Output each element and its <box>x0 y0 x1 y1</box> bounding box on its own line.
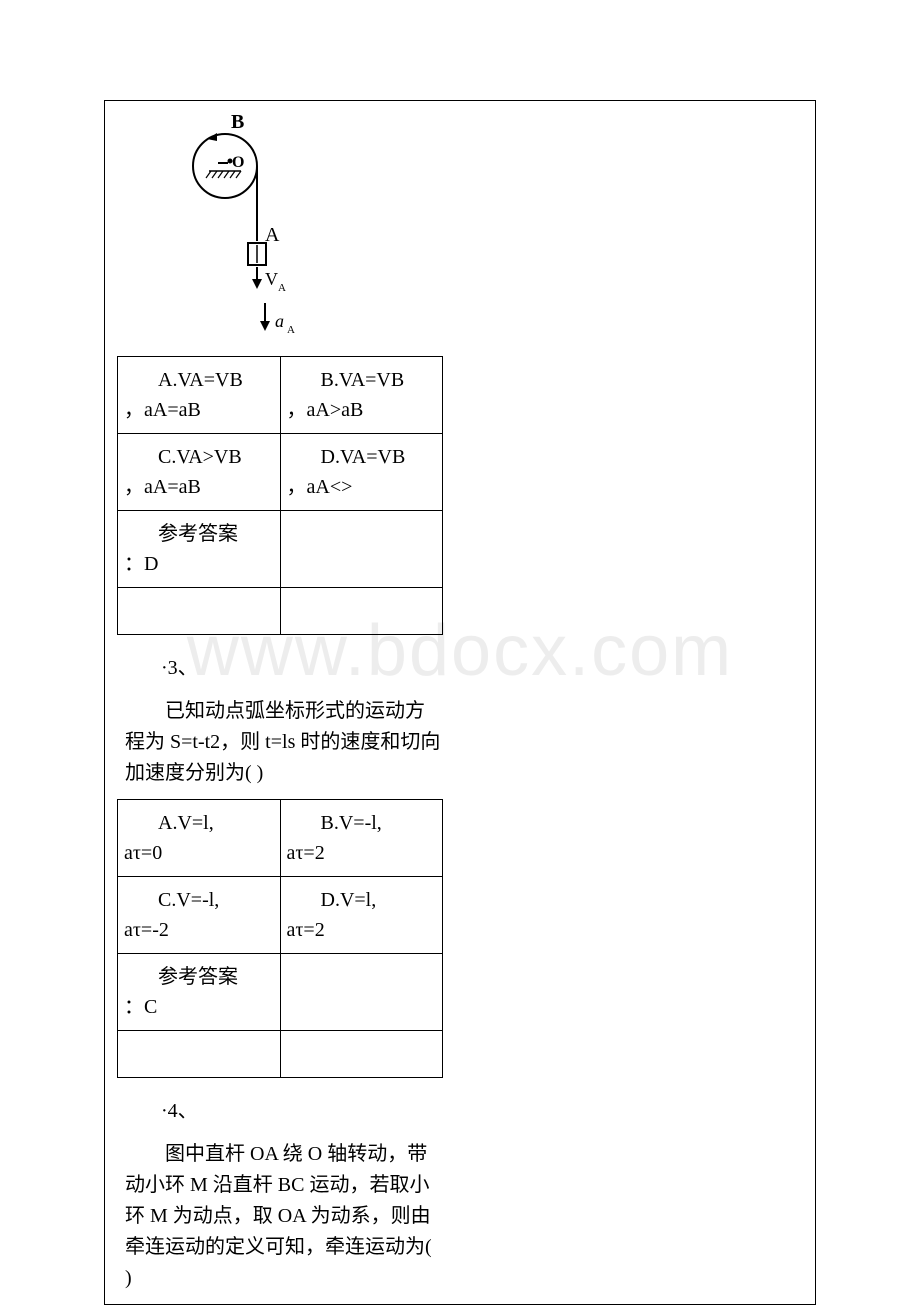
empty-cell <box>118 588 281 635</box>
opt-D: D.V=l, aτ=2 <box>280 877 443 954</box>
left-column: B O A <box>105 101 461 1304</box>
opt-text: A.VA=VB <box>124 365 274 395</box>
opt-text: B.VA=VB <box>287 365 437 395</box>
q3-text: 已知动点弧坐标形式的运动方程为 S=t-t2，则 t=ls 时的速度和切向加速度… <box>105 688 461 799</box>
answer-value: ：C <box>124 992 274 1022</box>
opt-B: B.V=-l, aτ=2 <box>280 800 443 877</box>
svg-text:V: V <box>265 269 278 289</box>
opt-D: D.VA=VB ，aA<> <box>280 434 443 511</box>
opt-text: aτ=0 <box>124 838 274 868</box>
svg-text:A: A <box>278 282 286 294</box>
empty-cell <box>118 1031 281 1078</box>
opt-A: A.VA=VB ，aA=aB <box>118 357 281 434</box>
q3-number: ·3、 <box>105 643 461 688</box>
answer-cell: 参考答案 ：C <box>118 954 281 1031</box>
q2-figure: B O A <box>105 101 461 356</box>
opt-text: ，aA<> <box>287 472 437 502</box>
q2-options-table: A.VA=VB ，aA=aB B.VA=VB ，aA>aB C.VA>VB ，a… <box>117 356 443 635</box>
table-row: A.VA=VB ，aA=aB B.VA=VB ，aA>aB <box>118 357 443 434</box>
table-row: 参考答案 ：C <box>118 954 443 1031</box>
opt-text: ，aA=aB <box>124 472 274 502</box>
opt-C: C.VA>VB ，aA=aB <box>118 434 281 511</box>
table-row <box>118 588 443 635</box>
table-row: 参考答案 ：D <box>118 511 443 588</box>
opt-text: ，aA=aB <box>124 395 274 425</box>
table-row <box>118 1031 443 1078</box>
svg-text:A: A <box>287 324 295 336</box>
q4-number: ·4、 <box>105 1086 461 1131</box>
opt-text: A.V=l, <box>124 808 274 838</box>
empty-cell <box>280 1031 443 1078</box>
answer-cell: 参考答案 ：D <box>118 511 281 588</box>
svg-text:O: O <box>232 154 244 171</box>
opt-text: B.V=-l, <box>287 808 437 838</box>
answer-value: ：D <box>124 549 274 579</box>
empty-cell <box>280 954 443 1031</box>
opt-C: C.V=-l, aτ=-2 <box>118 877 281 954</box>
answer-label: 参考答案 <box>124 519 274 549</box>
opt-text: aτ=2 <box>287 838 437 868</box>
opt-text: ，aA>aB <box>287 395 437 425</box>
svg-text:A: A <box>265 224 280 246</box>
table-row: C.V=-l, aτ=-2 D.V=l, aτ=2 <box>118 877 443 954</box>
table-row: C.VA>VB ，aA=aB D.VA=VB ，aA<> <box>118 434 443 511</box>
empty-cell <box>280 588 443 635</box>
opt-text: aτ=-2 <box>124 915 274 945</box>
svg-text:B: B <box>231 111 244 133</box>
pulley-diagram: B O A <box>135 111 305 346</box>
opt-text: aτ=2 <box>287 915 437 945</box>
page-frame: B O A <box>104 100 816 1305</box>
opt-text: C.VA>VB <box>124 442 274 472</box>
opt-text: C.V=-l, <box>124 885 274 915</box>
opt-text: D.V=l, <box>287 885 437 915</box>
q3-options-table: A.V=l, aτ=0 B.V=-l, aτ=2 C.V=-l, aτ=-2 D… <box>117 799 443 1078</box>
empty-cell <box>280 511 443 588</box>
q4-text: 图中直杆 OA 绕 O 轴转动，带动小环 M 沿直杆 BC 运动，若取小环 M … <box>105 1131 461 1304</box>
opt-A: A.V=l, aτ=0 <box>118 800 281 877</box>
opt-B: B.VA=VB ，aA>aB <box>280 357 443 434</box>
opt-text: D.VA=VB <box>287 442 437 472</box>
answer-label: 参考答案 <box>124 962 274 992</box>
svg-text:a: a <box>275 311 284 331</box>
table-row: A.V=l, aτ=0 B.V=-l, aτ=2 <box>118 800 443 877</box>
